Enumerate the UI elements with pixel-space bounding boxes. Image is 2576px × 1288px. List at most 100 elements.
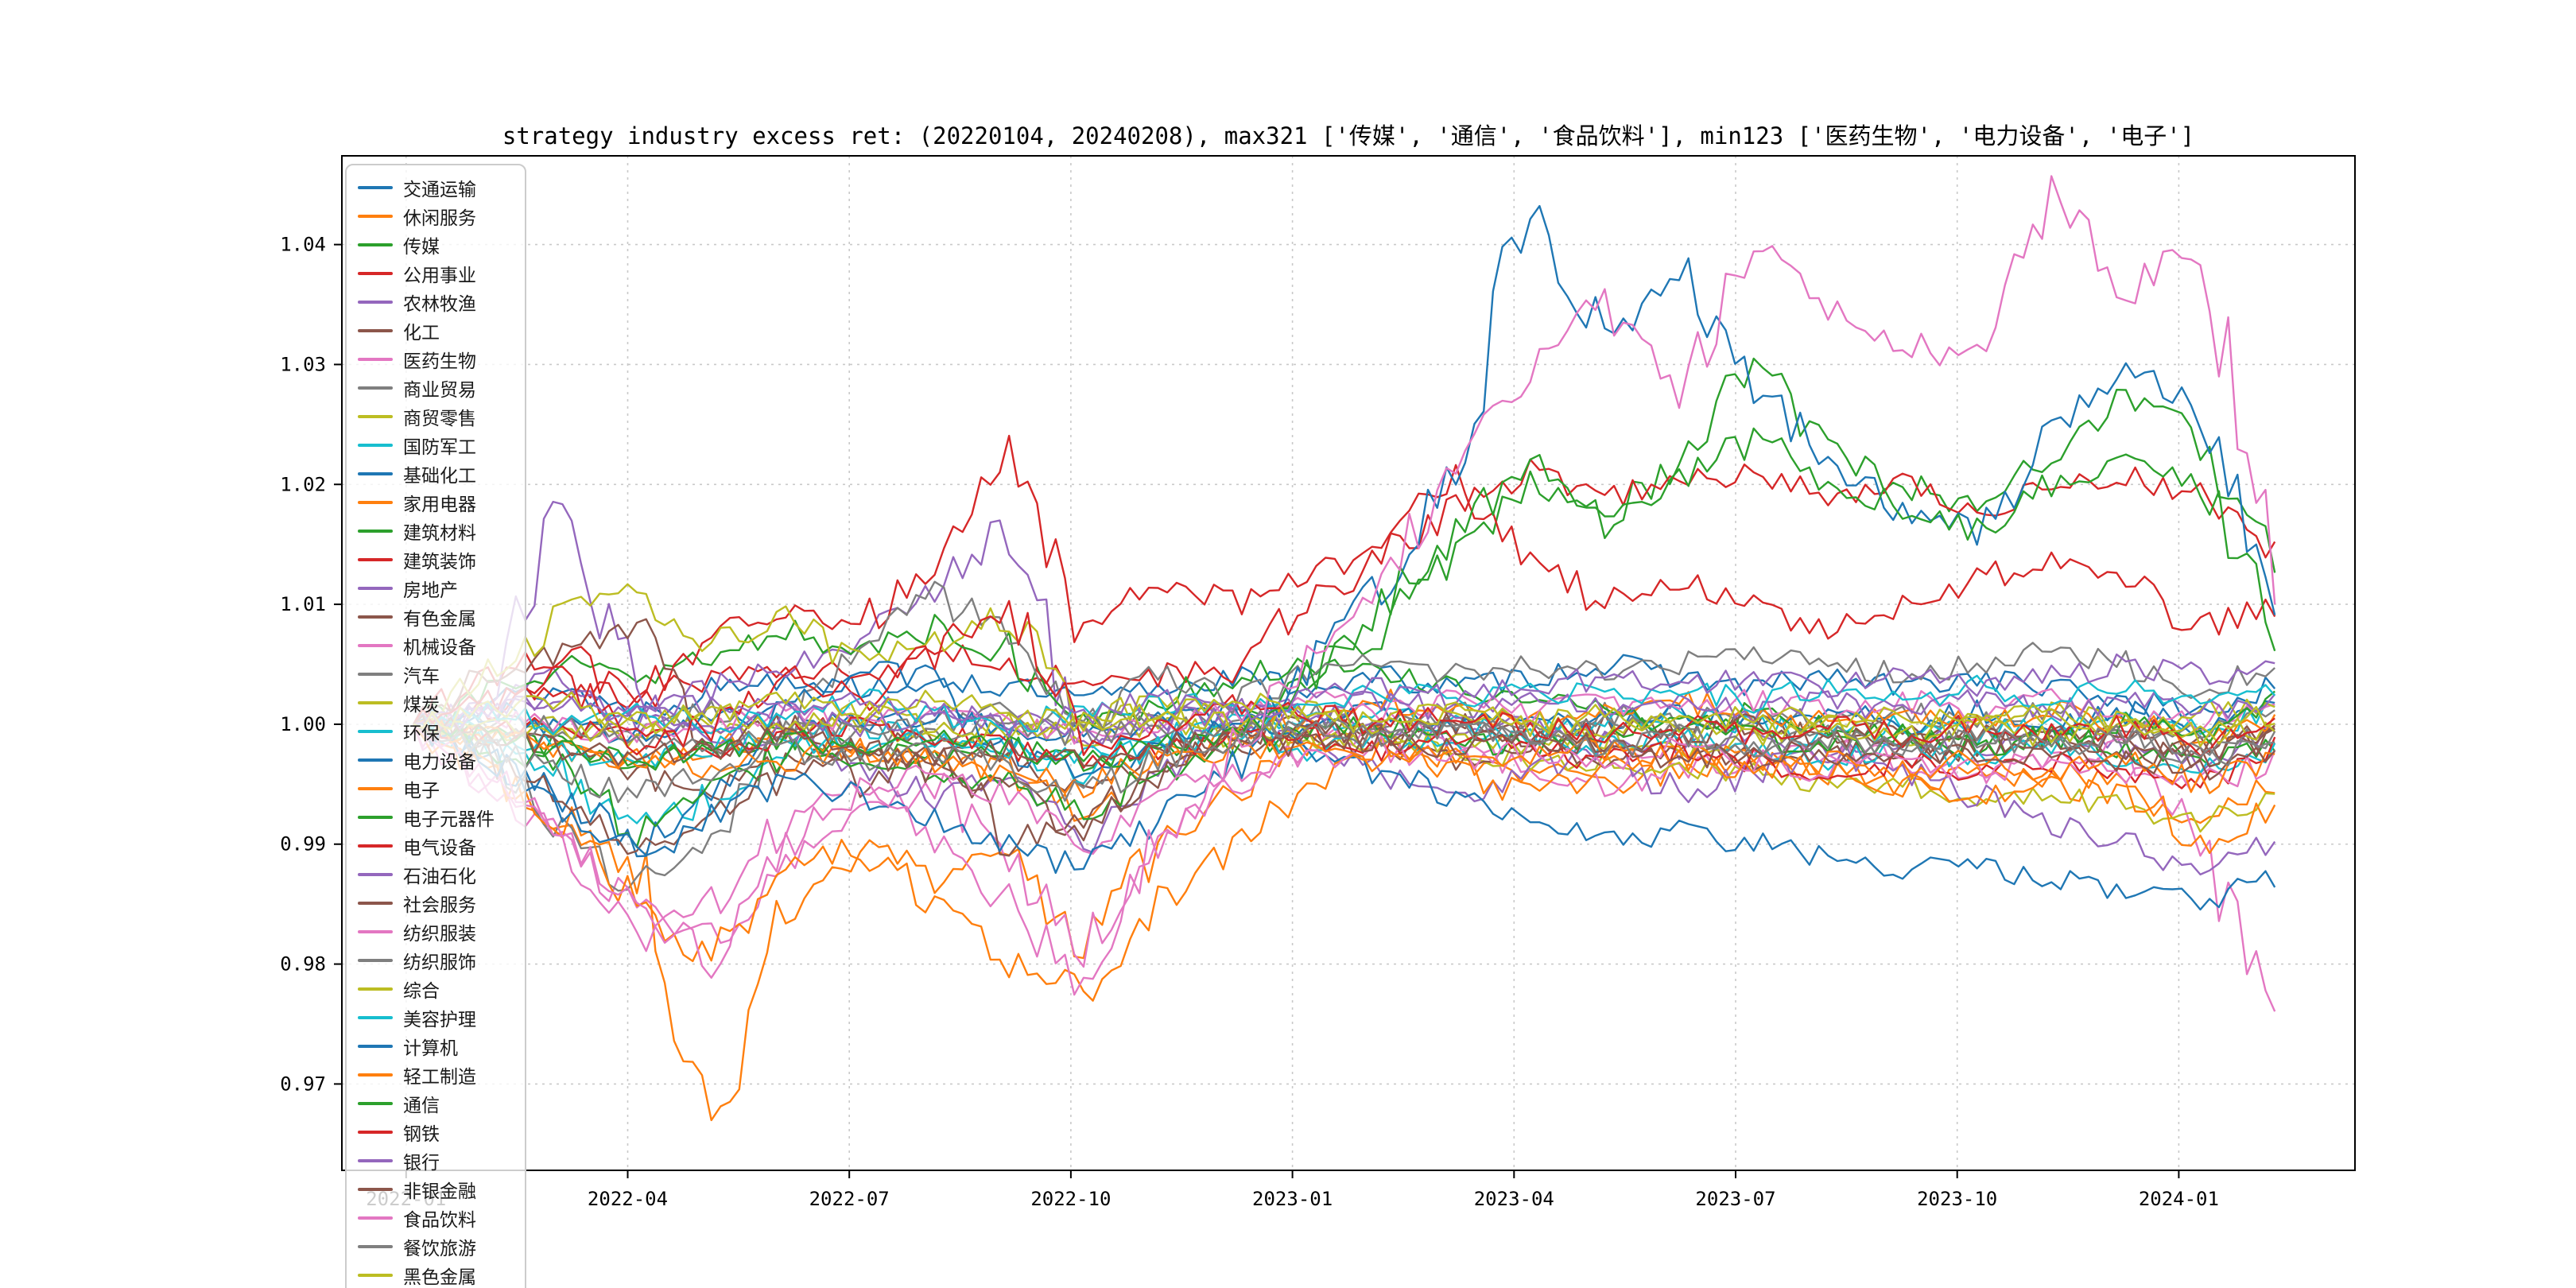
legend-swatch bbox=[358, 215, 393, 218]
legend-item-label: 化工 bbox=[403, 323, 440, 343]
legend-item: 食品饮料 bbox=[358, 1204, 520, 1232]
legend-item-label: 机械设备 bbox=[403, 638, 476, 658]
legend-swatch bbox=[358, 1188, 393, 1191]
legend-swatch bbox=[358, 987, 393, 991]
legend-swatch bbox=[358, 1159, 393, 1162]
legend: 交通运输 休闲服务 传媒 公用事业 农林牧渔 化工 医药生物 商业贸易 商贸零售 国防军工 基础化工… bbox=[345, 164, 526, 1288]
legend-item-label: 食品饮料 bbox=[403, 1210, 476, 1231]
legend-swatch bbox=[358, 587, 393, 590]
series-line bbox=[413, 653, 2275, 738]
legend-swatch bbox=[358, 787, 393, 790]
legend-item: 钢铁 bbox=[358, 1118, 520, 1146]
y-tick-label: 0.98 bbox=[280, 953, 326, 976]
legend-item: 纺织服装 bbox=[358, 918, 520, 946]
y-tick-label: 1.04 bbox=[280, 234, 326, 256]
series-line bbox=[413, 500, 2276, 876]
legend-swatch bbox=[358, 644, 393, 647]
legend-item: 农林牧渔 bbox=[358, 288, 520, 316]
legend-swatch bbox=[358, 329, 393, 332]
y-tick-label: 0.99 bbox=[280, 833, 326, 855]
series-line bbox=[413, 720, 2275, 799]
legend-item-label: 石油石化 bbox=[403, 867, 476, 887]
legend-swatch bbox=[358, 1016, 393, 1019]
legend-swatch bbox=[358, 959, 393, 962]
x-tick-label: 2024-01 bbox=[2139, 1188, 2219, 1210]
legend-item: 休闲服务 bbox=[358, 202, 520, 231]
legend-item-label: 综合 bbox=[403, 981, 440, 1002]
legend-item-label: 社会服务 bbox=[403, 895, 476, 916]
legend-item-label: 非银金融 bbox=[403, 1181, 476, 1202]
legend-item-label: 电气设备 bbox=[403, 838, 476, 859]
series-line bbox=[413, 689, 2276, 746]
legend-swatch bbox=[358, 186, 393, 189]
legend-swatch bbox=[358, 301, 393, 304]
legend-item: 电子元器件 bbox=[358, 803, 520, 832]
legend-swatch bbox=[358, 730, 393, 733]
grid-layer bbox=[342, 156, 2355, 1170]
series-line bbox=[413, 700, 2276, 747]
legend-item: 轻工制造 bbox=[358, 1061, 520, 1089]
y-tick-label: 1.01 bbox=[280, 593, 326, 615]
legend-swatch bbox=[358, 558, 393, 561]
legend-item: 综合 bbox=[358, 975, 520, 1003]
y-tick-label: 0.97 bbox=[280, 1073, 326, 1095]
legend-item: 公用事业 bbox=[358, 259, 520, 288]
legend-item: 石油石化 bbox=[358, 860, 520, 889]
series-line bbox=[413, 690, 2275, 848]
legend-swatch bbox=[358, 1245, 393, 1248]
series-line bbox=[413, 614, 2276, 767]
legend-item: 电气设备 bbox=[358, 832, 520, 860]
legend-item-label: 公用事业 bbox=[403, 266, 476, 286]
legend-swatch bbox=[358, 844, 393, 848]
legend-swatch bbox=[358, 243, 393, 246]
legend-swatch bbox=[358, 816, 393, 819]
y-tick-label: 1.00 bbox=[280, 713, 326, 735]
legend-item-label: 轻工制造 bbox=[403, 1067, 476, 1088]
legend-swatch bbox=[358, 930, 393, 933]
legend-swatch bbox=[358, 415, 393, 418]
legend-item-label: 纺织服饰 bbox=[403, 952, 476, 973]
legend-item-label: 电子 bbox=[403, 781, 440, 801]
legend-item-label: 煤炭 bbox=[403, 695, 440, 716]
legend-item: 餐饮旅游 bbox=[358, 1232, 520, 1261]
legend-item: 电子 bbox=[358, 774, 520, 803]
x-tick-label: 2023-01 bbox=[1252, 1188, 1333, 1210]
legend-item-label: 黑色金属 bbox=[403, 1267, 476, 1288]
legend-swatch bbox=[358, 472, 393, 475]
legend-item: 美容护理 bbox=[358, 1003, 520, 1032]
legend-item: 计算机 bbox=[358, 1032, 520, 1061]
legend-item: 国防军工 bbox=[358, 431, 520, 460]
legend-swatch bbox=[358, 501, 393, 504]
y-tick-label: 1.03 bbox=[280, 353, 326, 375]
legend-item-label: 建筑材料 bbox=[403, 523, 476, 544]
legend-swatch bbox=[358, 673, 393, 676]
legend-item-label: 建筑装饰 bbox=[403, 552, 476, 572]
legend-item: 环保 bbox=[358, 717, 520, 746]
series-line bbox=[413, 689, 2275, 747]
legend-item: 建筑装饰 bbox=[358, 545, 520, 574]
legend-swatch bbox=[358, 1274, 393, 1277]
legend-item: 有色金属 bbox=[358, 603, 520, 631]
legend-item-label: 美容护理 bbox=[403, 1010, 476, 1030]
legend-item-label: 有色金属 bbox=[403, 609, 476, 630]
series-line bbox=[413, 458, 2276, 728]
legend-item: 社会服务 bbox=[358, 889, 520, 918]
legend-item: 非银金融 bbox=[358, 1175, 520, 1204]
legend-item-label: 国防军工 bbox=[403, 437, 476, 458]
legend-item-label: 休闲服务 bbox=[403, 208, 476, 229]
legend-item-label: 环保 bbox=[403, 724, 440, 744]
legend-swatch bbox=[358, 1102, 393, 1105]
series-line bbox=[413, 204, 2276, 875]
legend-item-label: 银行 bbox=[403, 1153, 440, 1174]
legend-item-label: 家用电器 bbox=[403, 495, 476, 515]
legend-swatch bbox=[358, 1216, 393, 1220]
legend-item-label: 电力设备 bbox=[403, 752, 476, 773]
x-tick-label: 2023-04 bbox=[1474, 1188, 1554, 1210]
legend-item-label: 基础化工 bbox=[403, 466, 476, 487]
legend-item: 交通运输 bbox=[358, 173, 520, 202]
legend-item-label: 电子元器件 bbox=[403, 809, 495, 830]
x-tick-label: 2022-04 bbox=[588, 1188, 668, 1210]
x-tick-label: 2022-07 bbox=[809, 1188, 890, 1210]
series-line bbox=[413, 434, 2276, 737]
series-line bbox=[413, 427, 2276, 771]
